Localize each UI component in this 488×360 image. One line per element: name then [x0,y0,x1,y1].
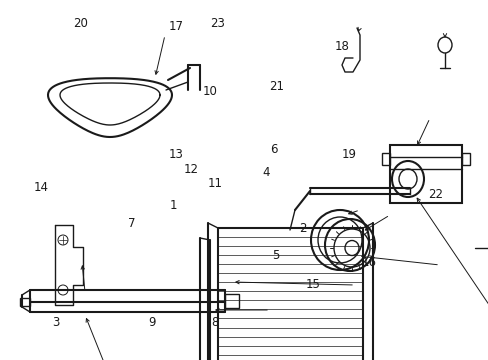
Bar [20,298,30,306]
Text: 6: 6 [269,143,277,156]
Text: 20: 20 [73,17,88,30]
Text: 18: 18 [334,40,349,53]
Text: 23: 23 [210,17,224,30]
Text: 13: 13 [168,148,183,161]
Text: 2: 2 [299,222,306,235]
Text: 21: 21 [268,80,283,93]
Text: 1: 1 [169,199,177,212]
Text: 10: 10 [203,85,217,98]
Text: 22: 22 [427,188,442,201]
Text: 14: 14 [34,181,49,194]
Text: 11: 11 [207,177,222,190]
Text: 15: 15 [305,278,320,291]
Text: 9: 9 [147,316,155,329]
Bar [224,294,239,308]
Text: 12: 12 [183,163,198,176]
Bar [461,153,469,165]
Text: 4: 4 [262,166,270,179]
Bar [389,145,461,203]
Text: 17: 17 [168,21,183,33]
Text: 16: 16 [361,256,376,269]
Text: 7: 7 [128,217,136,230]
Bar [381,153,389,165]
Text: 3: 3 [52,316,60,329]
Text: 5: 5 [272,249,280,262]
Text: 8: 8 [211,316,219,329]
Text: 19: 19 [342,148,356,161]
